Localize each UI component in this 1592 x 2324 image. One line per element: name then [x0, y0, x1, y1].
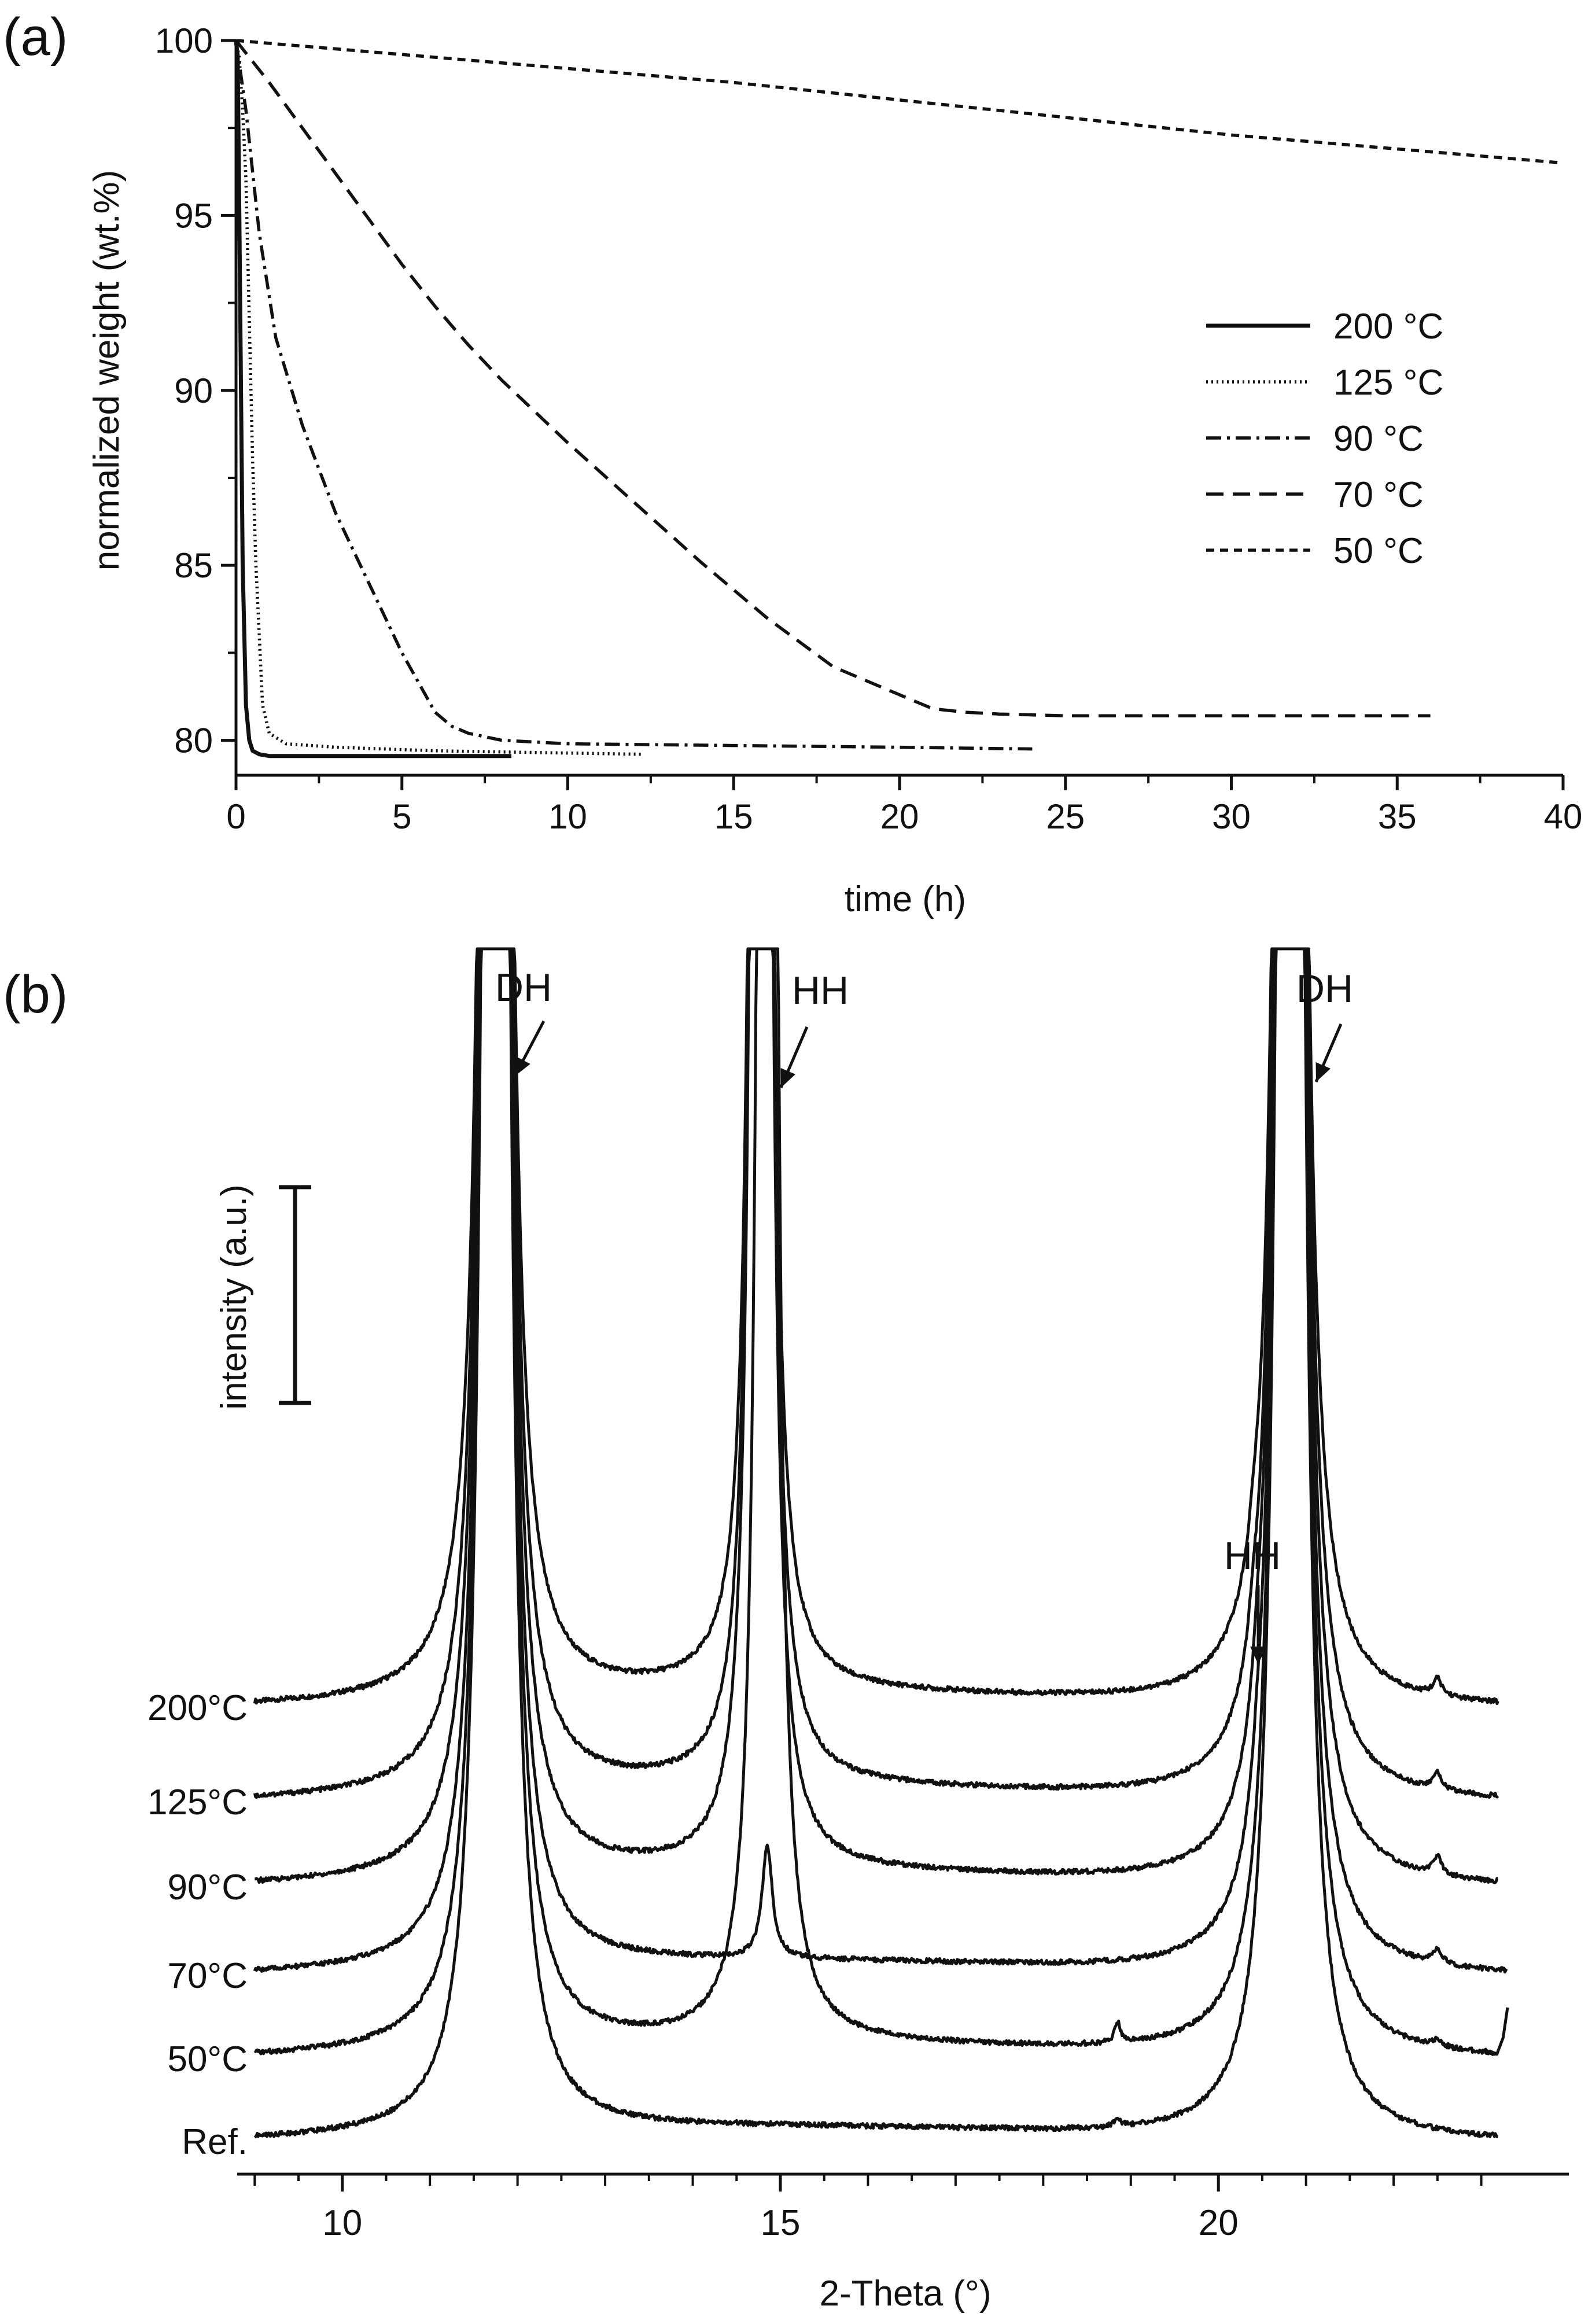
panel-a-series: [234, 39, 1564, 758]
panel-a-x-tick-label: 10: [548, 797, 587, 836]
panel-a-y-tick-label: 85: [174, 546, 213, 585]
panel-a-x-tick-label: 30: [1212, 797, 1251, 836]
panel-b-x-tick-label: 10: [322, 2203, 362, 2243]
series-line-dashdot: [234, 40, 1033, 751]
panel-b-x-tick-label: 20: [1199, 2203, 1239, 2243]
panel-a-y-axis-title: normalized weight (wt.%): [87, 170, 127, 571]
series-line-solid: [234, 40, 511, 758]
xrd-trace: [253, 947, 1509, 2056]
legend-label: 125 °C: [1333, 363, 1443, 403]
series-line-dotted: [234, 40, 641, 756]
intensity-scale-bar: [279, 1185, 311, 1405]
peak-annotation-arrowhead: [1315, 1062, 1331, 1082]
trace-label: 200°C: [148, 1688, 248, 1728]
panel-b-annotations: DH HH DH HH: [495, 966, 1353, 1664]
panel-b-y-axis-title: intensity (a.u.): [214, 1184, 254, 1409]
panel-b-traces: [253, 947, 1509, 2139]
series-line-shortdash: [235, 39, 1564, 165]
panel-b-label: (b): [3, 965, 68, 1024]
legend-label: 70 °C: [1333, 475, 1424, 515]
peak-annotation-arrowhead: [515, 1056, 530, 1076]
legend-label: 200 °C: [1333, 307, 1443, 347]
xrd-trace: [253, 947, 1499, 2139]
panel-a-label: (a): [3, 8, 68, 67]
trace-label: 90°C: [167, 1868, 248, 1907]
panel-a-ticks: [221, 39, 1565, 790]
panel-a-y-tick-label: 80: [174, 721, 213, 760]
panel-a-x-tick-label: 40: [1544, 797, 1583, 836]
panel-a-x-tick-label: 15: [714, 797, 753, 836]
panel-a-y-tick-label: 90: [174, 371, 213, 410]
peak-annotation-arrowhead: [1250, 1646, 1266, 1664]
panel-a: (a) 0 5 10 15 20 25 30 35 40 80 85 90 95 100 time (h)…: [3, 8, 1582, 919]
panel-a-axes: [234, 40, 1563, 777]
trace-label: 50°C: [167, 2039, 248, 2079]
trace-label: 70°C: [167, 1956, 248, 1996]
panel-b-tick-labels: 10 15 20: [322, 2203, 1238, 2243]
panel-a-x-tick-label: 25: [1046, 797, 1085, 836]
panel-a-legend: 200 °C 125 °C 90 °C 70 °C 50 °C: [1206, 307, 1443, 571]
peak-annotation-arrowhead: [780, 1068, 795, 1088]
peak-annotation-label: HH: [792, 968, 849, 1012]
panel-b-trace-labels: 200°C 125°C 90°C 70°C 50°C Ref.: [148, 1688, 248, 2162]
panel-a-x-tick-label: 35: [1378, 797, 1417, 836]
series-line-dashed: [234, 39, 1431, 717]
peak-annotation-label: HH: [1224, 1534, 1281, 1578]
panel-a-y-tick-label: 95: [174, 196, 213, 235]
panel-a-x-axis-title: time (h): [845, 879, 966, 919]
trace-label: Ref.: [182, 2122, 248, 2162]
panel-b-x-tick-label: 15: [760, 2203, 800, 2243]
panel-a-x-tick-label: 5: [392, 797, 411, 836]
panel-b: (b) 10 15 20 2-Theta (°) intensity (a.u.) …: [3, 947, 1569, 2314]
panel-a-tick-labels: 0 5 10 15 20 25 30 35 40 80 85 90 95 100: [155, 21, 1582, 836]
legend-label: 50 °C: [1333, 531, 1424, 571]
panel-a-y-tick-label: 100: [155, 21, 213, 60]
peak-annotation-label: DH: [495, 966, 552, 1010]
panel-b-x-axis-title: 2-Theta (°): [820, 2274, 992, 2314]
trace-label: 125°C: [148, 1782, 248, 1822]
panel-a-x-tick-label: 0: [226, 797, 245, 836]
legend-label: 90 °C: [1333, 419, 1424, 459]
panel-b-ticks: [253, 2174, 1483, 2192]
peak-annotation-label: DH: [1296, 967, 1353, 1011]
panel-a-x-tick-label: 20: [880, 797, 919, 836]
